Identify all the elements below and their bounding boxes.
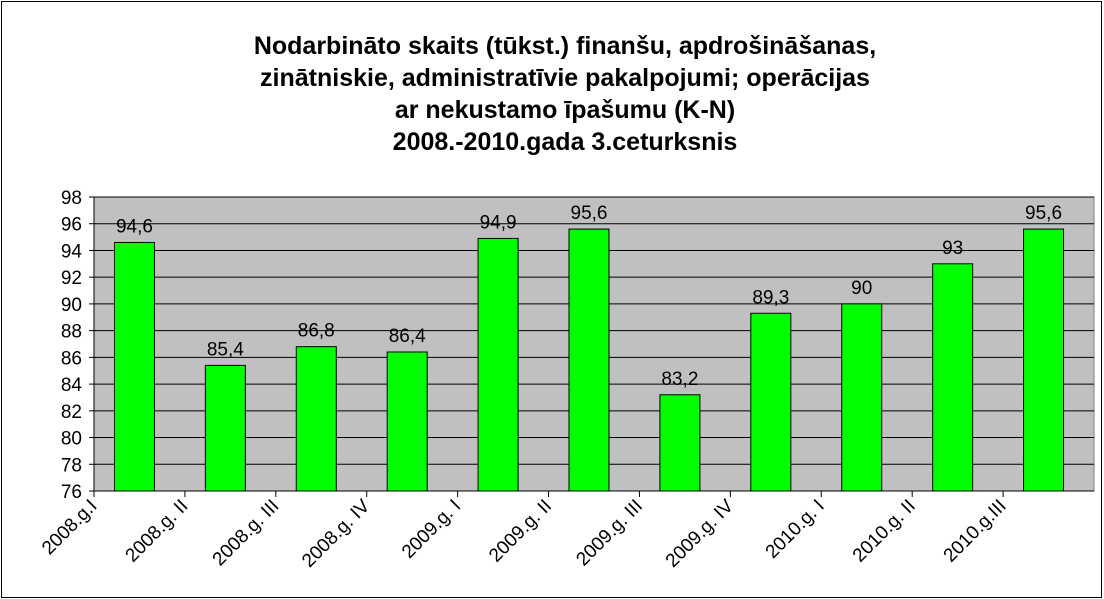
- bar: [113, 241, 155, 492]
- chart-title: zinātniskie, administratīvie pakalpojumi…: [260, 64, 870, 92]
- bar: [841, 303, 883, 492]
- y-tick-label: 88: [61, 322, 82, 343]
- bar: [477, 237, 519, 492]
- y-tick-label: 80: [61, 429, 82, 450]
- bar: [1023, 228, 1065, 492]
- chart-title: 2008.-2010.gada 3.ceturksnis: [393, 128, 738, 156]
- bar: [386, 351, 428, 492]
- bar: [568, 228, 610, 492]
- data-label: 83,2: [661, 369, 698, 390]
- data-label: 95,6: [571, 203, 608, 224]
- y-tick-label: 78: [61, 455, 82, 476]
- chart-title: ar nekustamo īpašumu (K-N): [395, 96, 735, 124]
- y-tick-label: 86: [61, 348, 82, 369]
- data-label: 86,8: [298, 321, 335, 342]
- data-label: 90: [851, 278, 872, 299]
- data-label: 93: [942, 238, 963, 259]
- data-label: 95,6: [1025, 203, 1062, 224]
- bar: [932, 263, 974, 492]
- bar: [750, 312, 792, 492]
- bar: [295, 346, 337, 492]
- y-tick-label: 92: [61, 268, 82, 289]
- y-tick-label: 76: [61, 482, 82, 503]
- data-label: 86,4: [389, 326, 426, 347]
- y-tick-label: 94: [61, 241, 83, 262]
- y-tick-label: 96: [61, 215, 82, 236]
- bar: [659, 394, 701, 492]
- y-tick-label: 84: [61, 375, 83, 396]
- y-tick-label: 90: [61, 295, 82, 316]
- y-tick-label: 82: [61, 402, 82, 423]
- y-tick-label: 98: [61, 188, 82, 209]
- bar: [204, 364, 246, 492]
- data-label: 85,4: [207, 339, 244, 360]
- data-label: 94,9: [480, 212, 517, 233]
- data-label: 94,6: [116, 216, 153, 237]
- chart-title: Nodarbināto skaits (tūkst.) finanšu, apd…: [254, 32, 876, 60]
- data-label: 89,3: [752, 287, 789, 308]
